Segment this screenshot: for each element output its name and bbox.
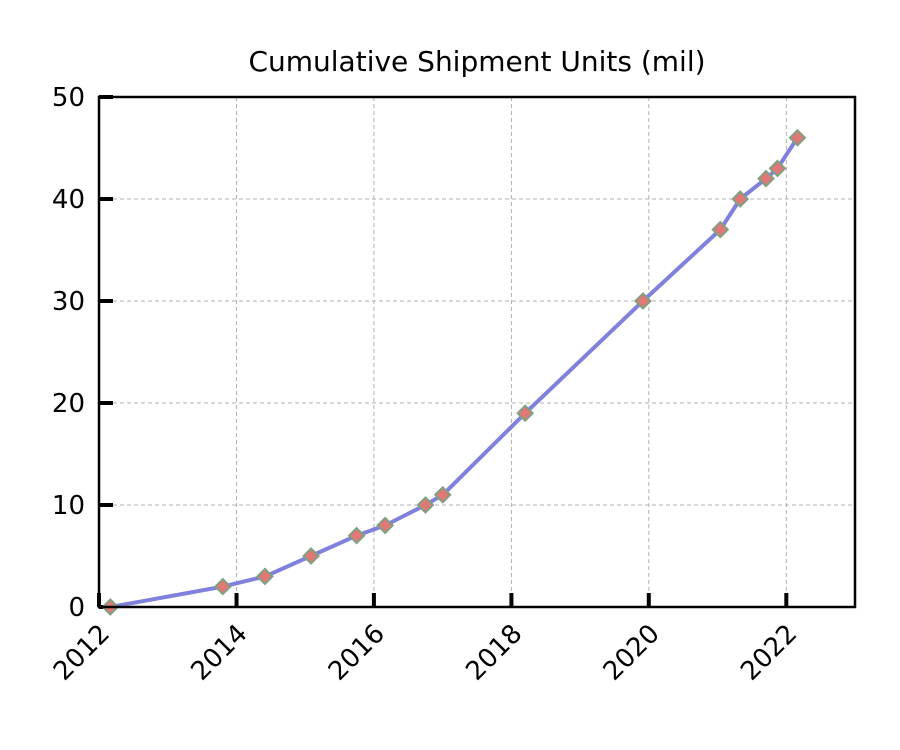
x-tick-label: 2012	[48, 619, 116, 687]
data-point-marker	[433, 485, 452, 504]
data-point-marker	[768, 159, 787, 178]
data-point-marker	[302, 547, 320, 565]
y-tick-label: 40	[52, 185, 85, 215]
y-tick-label: 20	[52, 389, 85, 419]
x-tick-label: 2016	[323, 619, 391, 687]
data-point-marker	[256, 567, 274, 586]
x-tick-label: 2022	[735, 619, 803, 687]
data-point-marker	[376, 516, 395, 535]
data-point-marker	[347, 526, 366, 545]
grid	[99, 97, 855, 607]
chart-title: Cumulative Shipment Units (mil)	[248, 45, 705, 78]
data-point-marker	[634, 292, 652, 310]
data-point-marker	[731, 190, 750, 208]
series	[101, 128, 807, 616]
data-point-marker	[711, 220, 730, 239]
y-tick-label: 0	[68, 593, 85, 623]
data-point-marker	[516, 404, 535, 423]
y-tick-label: 50	[52, 83, 85, 113]
x-tick-label: 2020	[598, 619, 666, 687]
data-point-marker	[213, 577, 232, 596]
y-tick-label: 10	[52, 491, 85, 521]
data-point-marker	[757, 169, 775, 188]
data-point-marker	[416, 496, 435, 514]
plot-frame	[97, 95, 857, 609]
data-point-marker	[788, 128, 807, 147]
x-tick-label: 2014	[185, 619, 253, 687]
y-tick-label: 30	[52, 287, 85, 317]
x-tick-label: 2018	[460, 619, 528, 687]
series-line	[109, 136, 800, 609]
